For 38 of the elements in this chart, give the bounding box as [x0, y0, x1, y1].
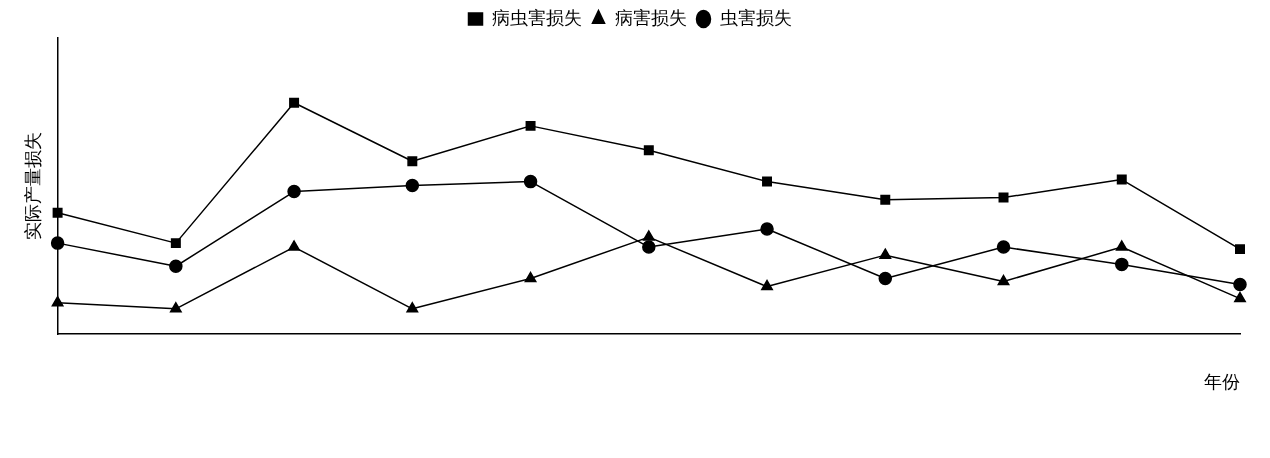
y-axis-title: 实际产量损失: [22, 132, 44, 240]
legend-label: 病害损失: [614, 6, 687, 28]
point: [1233, 277, 1247, 292]
point: [287, 184, 301, 199]
legend-label: 病虫害损失: [491, 6, 582, 28]
point: [760, 222, 774, 236]
point: [406, 302, 419, 313]
point: [52, 207, 63, 218]
point: [405, 178, 420, 193]
point: [523, 174, 538, 189]
point: [642, 240, 656, 254]
point: [1115, 257, 1129, 272]
point: [169, 302, 182, 313]
point: [525, 120, 536, 131]
point: [880, 194, 891, 205]
point: [761, 279, 773, 291]
point: [1234, 291, 1246, 303]
point: [996, 240, 1011, 254]
point: [170, 238, 181, 249]
point: [998, 192, 1009, 203]
point: [289, 97, 300, 108]
point: [524, 271, 537, 283]
point: [1235, 244, 1245, 255]
point: [643, 145, 654, 156]
x-axis-title: 年份: [1204, 370, 1240, 392]
point: [407, 156, 418, 167]
point: [288, 240, 301, 251]
point: [762, 176, 773, 187]
point: [1116, 174, 1127, 185]
point: [997, 274, 1010, 286]
point: [51, 296, 64, 307]
point: [1115, 240, 1128, 251]
point: [169, 259, 183, 273]
point: [50, 236, 65, 250]
point: [642, 230, 655, 241]
point: [878, 271, 893, 286]
point: [879, 248, 892, 259]
legend-label: 虫害损失: [719, 6, 792, 28]
